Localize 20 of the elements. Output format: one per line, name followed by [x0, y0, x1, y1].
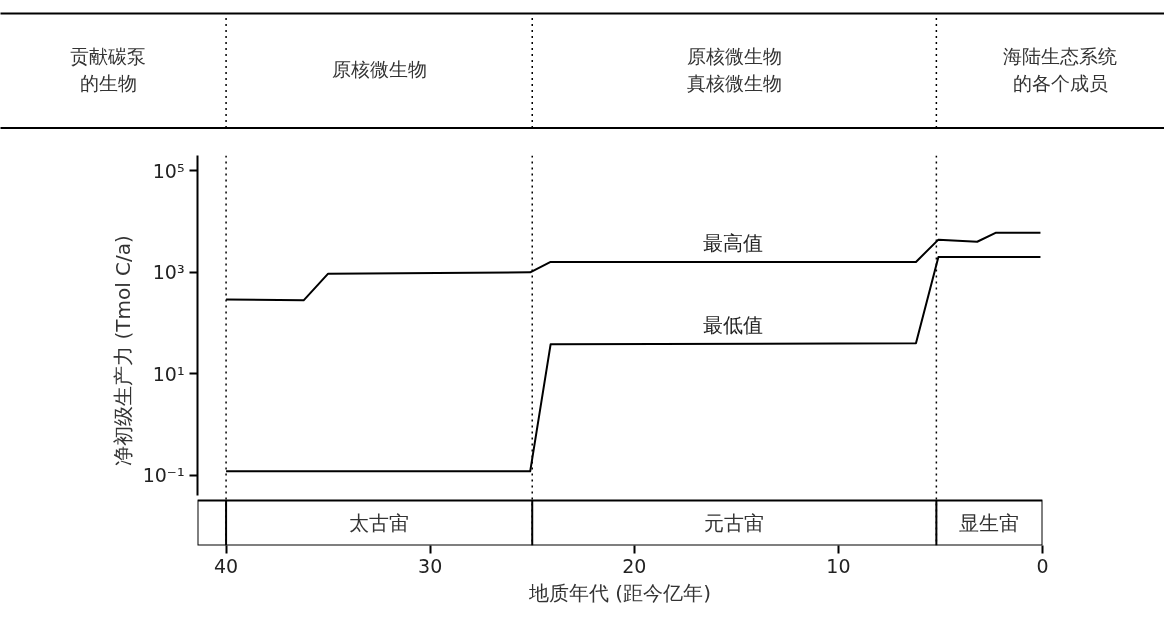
- text: 原核微生物真核微生物: [686, 45, 782, 94]
- x-tick-label: 0: [1036, 554, 1049, 577]
- x-axis-title: 地质年代 (距今亿年): [528, 580, 711, 605]
- x-tick-label: 10: [826, 554, 851, 577]
- series-label: 最低值: [703, 313, 764, 338]
- x-tick-label: 30: [418, 554, 443, 577]
- y-tick-label: 10³: [152, 261, 185, 284]
- text: 显生宙: [959, 511, 1020, 535]
- x-tick-label: 20: [622, 554, 647, 577]
- x-tick-label: 40: [213, 554, 239, 577]
- y-tick-label: 10⁻¹: [142, 464, 185, 487]
- text: 太古宙: [349, 511, 410, 535]
- series-label: 最高值: [703, 231, 764, 256]
- text: 元古宙: [704, 511, 765, 535]
- text: 贡献碳泵的生物: [70, 45, 147, 94]
- y-tick-label: 10⁵: [152, 159, 185, 182]
- y-axis-title: 净初级生产力 (Tmol C/a): [110, 235, 135, 466]
- y-tick-label: 10¹: [152, 362, 185, 385]
- text: 海陆生态系统的各个成员: [1003, 45, 1118, 94]
- text: 原核微生物: [331, 58, 427, 81]
